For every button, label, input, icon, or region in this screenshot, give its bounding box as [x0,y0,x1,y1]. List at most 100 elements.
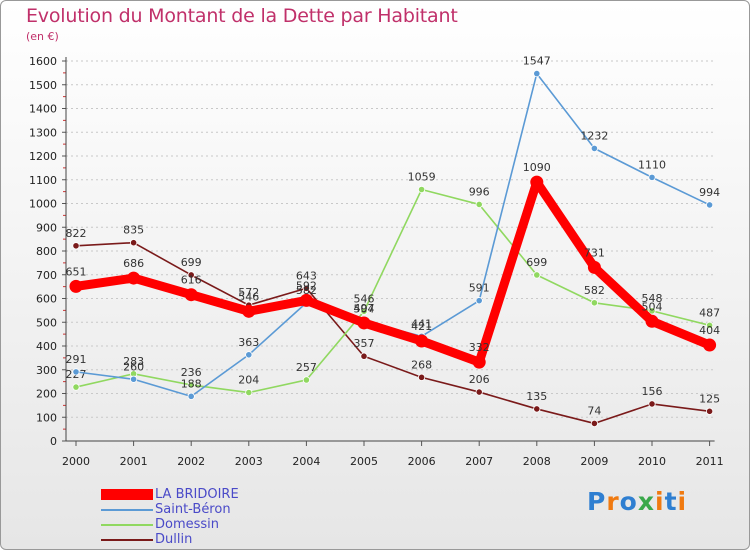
data-point-domessin [590,299,599,307]
data-label-domessin: 283 [123,355,144,368]
data-label-la-bridoire: 1090 [523,161,551,174]
data-label-saint-beron: 188 [181,377,202,390]
y-tick-label: 1600 [29,55,57,68]
legend-label-domessin: Domessin [155,517,220,532]
data-point-saint-beron [130,375,138,383]
data-point-saint-beron [590,144,599,152]
x-tick-label: 2008 [523,455,551,468]
data-point-domessin [705,321,714,329]
data-label-saint-beron: 260 [123,360,144,373]
chart-title: Evolution du Montant de la Dette par Hab… [26,5,458,27]
data-point-la-bridoire [703,338,717,352]
y-tick-label: 500 [36,316,57,329]
data-point-dullin [302,284,310,292]
data-label-domessin: 996 [469,185,490,198]
y-tick-label: 1200 [29,150,57,163]
data-label-la-bridoire: 731 [584,246,605,259]
data-label-dullin: 74 [587,404,601,417]
data-label-domessin: 546 [354,292,375,305]
y-tick-label: 1000 [29,198,57,211]
legend-label-la-bridoire: LA BRIDOIRE [155,487,239,502]
data-label-domessin: 548 [642,292,663,305]
data-point-dullin [648,400,656,408]
data-label-domessin: 582 [584,284,605,297]
data-point-la-bridoire [645,314,659,328]
data-label-saint-beron: 291 [66,353,87,366]
data-label-la-bridoire: 546 [238,290,259,303]
data-label-domessin: 257 [296,361,317,374]
series-line-saint-beron [75,72,711,398]
data-point-dullin [130,239,138,247]
data-label-dullin: 206 [469,373,490,386]
x-tick-label: 2003 [235,455,263,468]
data-point-saint-beron [475,297,483,305]
data-point-la-bridoire [415,334,429,348]
data-point-dullin [705,407,714,415]
data-label-domessin: 236 [181,366,202,379]
data-label-domessin: 487 [699,306,720,319]
data-point-dullin [417,373,426,381]
y-tick-label: 300 [36,364,57,377]
data-label-domessin: 1059 [408,170,436,183]
x-tick-label: 2009 [580,455,608,468]
data-point-dullin [590,419,599,428]
data-label-la-bridoire: 616 [181,274,202,287]
data-label-dullin: 156 [642,385,663,398]
y-tick-label: 600 [36,293,57,306]
y-tick-label: 0 [50,435,57,448]
data-label-la-bridoire: 686 [123,257,144,270]
data-label-saint-beron: 441 [411,317,432,330]
data-point-domessin [475,200,483,209]
x-tick-label: 2002 [177,455,205,468]
data-point-saint-beron [533,69,541,78]
y-tick-label: 1300 [29,126,57,139]
data-point-dullin [360,352,368,360]
data-label-dullin: 357 [354,337,375,350]
x-tick-label: 2001 [120,455,148,468]
legend-label-saint-beron: Saint-Béron [155,502,231,517]
data-point-saint-beron [187,392,195,400]
legend-swatch-saint-beron [101,509,153,511]
data-point-saint-beron [705,201,714,209]
data-point-dullin [72,242,80,250]
data-point-la-bridoire [184,288,198,302]
y-tick-label: 200 [36,388,57,401]
data-label-la-bridoire: 504 [642,300,663,313]
data-label-la-bridoire: 421 [411,320,432,333]
y-tick-label: 1100 [29,174,57,187]
data-point-saint-beron [245,351,253,359]
data-label-dullin: 643 [296,269,317,282]
data-label-saint-beron: 504 [354,302,375,315]
proxiti-logo: Proxiti [587,487,688,516]
data-point-domessin [648,307,656,315]
y-tick-label: 700 [36,269,57,282]
series-line-dullin [75,241,711,425]
data-point-domessin [187,381,195,389]
data-point-domessin [72,383,80,391]
chart-subtitle: (en €) [26,30,59,43]
data-label-saint-beron: 582 [296,284,317,297]
y-tick-label: 1400 [29,103,57,116]
data-label-dullin: 572 [238,286,259,299]
data-label-la-bridoire: 592 [296,279,317,292]
data-label-domessin: 204 [238,374,259,387]
data-label-saint-beron: 363 [238,336,259,349]
data-point-dullin [187,271,195,279]
data-label-la-bridoire: 497 [354,302,375,315]
legend-swatch-la-bridoire [101,489,153,500]
data-point-saint-beron [72,368,80,376]
data-label-la-bridoire: 404 [699,324,720,337]
data-point-domessin [360,307,368,315]
data-point-la-bridoire [357,316,371,330]
data-point-la-bridoire [299,293,313,307]
data-point-la-bridoire [587,260,601,274]
data-point-saint-beron [648,173,656,181]
y-tick-label: 400 [36,340,57,353]
y-tick-label: 1500 [29,79,57,92]
data-point-la-bridoire [69,279,83,293]
data-point-domessin [302,376,310,384]
data-label-dullin: 835 [123,224,144,237]
y-tick-label: 100 [36,411,57,424]
